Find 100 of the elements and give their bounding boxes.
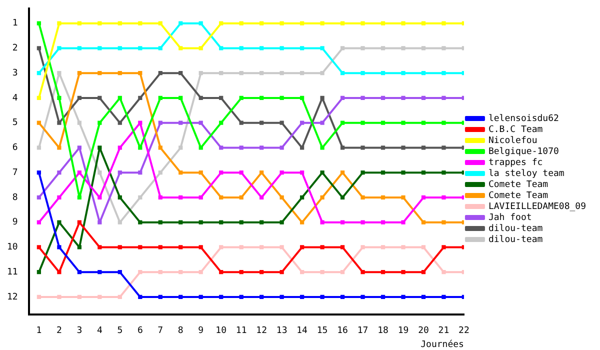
point	[320, 120, 324, 125]
point	[320, 71, 324, 76]
point	[178, 96, 183, 100]
point	[280, 195, 284, 200]
point	[178, 71, 183, 76]
point	[178, 170, 183, 175]
legend-label: Jah foot	[488, 212, 532, 223]
point	[360, 146, 365, 150]
point	[198, 195, 203, 200]
x-tick-label: 20	[418, 326, 429, 336]
x-tick-label: 4	[96, 326, 102, 336]
point	[340, 270, 345, 274]
x-tick-label: 14	[296, 326, 308, 336]
point	[57, 220, 62, 224]
point	[219, 270, 224, 274]
point	[219, 294, 224, 300]
point	[239, 170, 244, 175]
legend-label: la steloy team	[488, 168, 564, 179]
point	[36, 46, 42, 50]
x-tick-label: 7	[158, 326, 164, 336]
point	[300, 46, 304, 50]
point	[158, 146, 162, 150]
point	[442, 96, 446, 100]
point	[158, 220, 162, 224]
y-tick-label: 9	[12, 218, 18, 228]
point	[138, 170, 142, 175]
point	[98, 294, 102, 300]
point	[340, 120, 345, 125]
point	[442, 294, 446, 300]
point	[442, 120, 446, 125]
point	[280, 170, 284, 175]
point	[280, 71, 284, 76]
point	[138, 294, 142, 300]
y-tick-label: 2	[12, 44, 18, 54]
point	[380, 270, 386, 274]
legend-label: Comete Team	[488, 190, 548, 201]
point	[260, 220, 264, 224]
point	[57, 71, 62, 76]
x-tick-label: 10	[216, 326, 227, 336]
point	[98, 170, 102, 175]
point	[198, 120, 203, 125]
point	[198, 96, 203, 100]
x-tick-label: 21	[438, 326, 450, 336]
point	[380, 120, 386, 125]
legend-label: C.B.C Team	[488, 124, 543, 135]
point	[239, 220, 244, 224]
point	[401, 146, 406, 150]
point	[401, 21, 406, 26]
point	[421, 21, 426, 26]
point	[320, 195, 324, 200]
point	[260, 71, 264, 76]
point	[57, 270, 62, 274]
point	[260, 96, 264, 100]
point	[360, 96, 365, 100]
point	[401, 46, 406, 50]
point	[421, 294, 426, 300]
point	[138, 120, 142, 125]
legend-label: lelensoisdu62	[488, 114, 559, 124]
point	[198, 71, 203, 76]
x-tick-label: 8	[178, 326, 184, 336]
point	[360, 120, 365, 125]
point	[280, 120, 284, 125]
point	[158, 294, 162, 300]
point	[98, 195, 102, 200]
point	[178, 294, 183, 300]
point	[118, 245, 122, 250]
legend-label: LAVIEILLEDAME08_09	[488, 202, 586, 212]
x-tick-label: 22	[458, 326, 470, 336]
x-tick-label: 16	[337, 326, 348, 336]
point	[118, 294, 122, 300]
y-tick-label: 7	[12, 168, 18, 178]
point	[380, 294, 386, 300]
point	[401, 220, 406, 224]
point	[178, 146, 183, 150]
point	[36, 220, 42, 224]
point	[239, 294, 244, 300]
point	[340, 46, 345, 50]
point	[360, 245, 365, 250]
legend-label: dilou-team	[488, 224, 543, 234]
point	[36, 245, 42, 250]
point	[380, 220, 386, 224]
point	[401, 245, 406, 250]
point	[300, 195, 304, 200]
point	[57, 245, 62, 250]
x-tick-label: 15	[316, 326, 328, 336]
point	[280, 245, 284, 250]
x-tick-label: 19	[398, 326, 409, 336]
point	[158, 170, 162, 175]
point	[401, 170, 406, 175]
point	[442, 220, 446, 224]
point	[138, 195, 142, 200]
point	[138, 220, 142, 224]
point	[442, 46, 446, 50]
point	[421, 46, 426, 50]
point	[280, 146, 284, 150]
legend-label: Comete Team	[488, 180, 548, 190]
point	[57, 146, 62, 150]
x-tick-label: 2	[56, 326, 62, 336]
point	[219, 220, 224, 224]
point	[300, 120, 304, 125]
